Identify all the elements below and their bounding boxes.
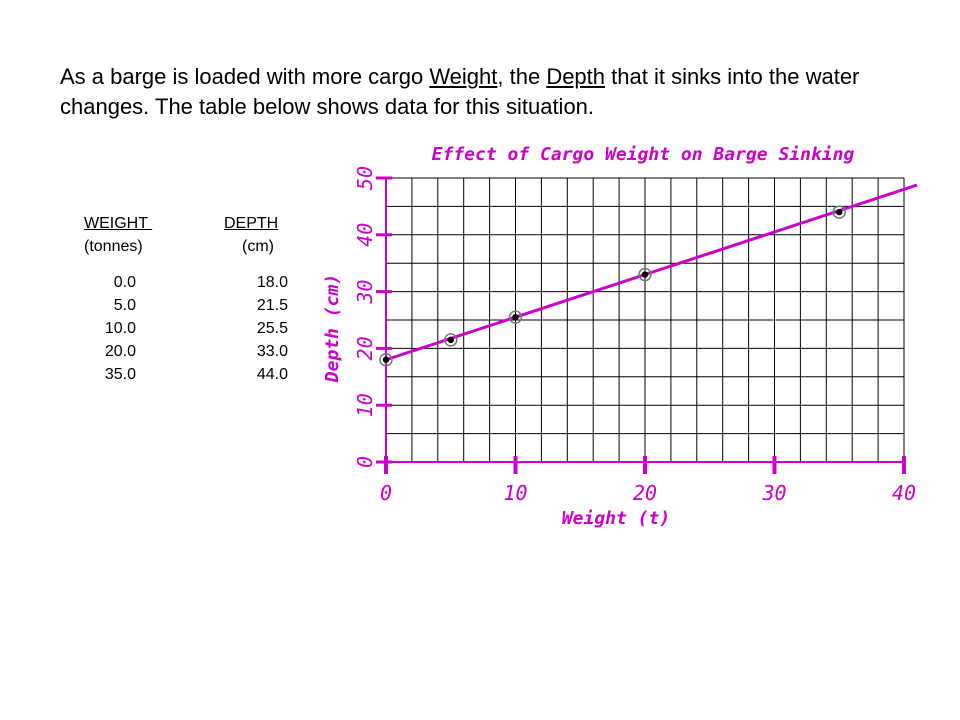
intro-part3: that it sinks into the water changes. Th… [60, 64, 860, 119]
chart-title: Effect of Cargo Weight on Barge Sinking [432, 144, 855, 165]
weight-unit: (tonnes) [84, 238, 143, 255]
points-layer [379, 205, 846, 367]
data-point-ring [638, 267, 652, 282]
intro-text: As a barge is loaded with more cargo Wei… [60, 62, 920, 122]
tick-labels: 0 10 20 30 40 0 10 20 30 40 50 [353, 166, 916, 505]
depth-cell: 25.5 [256, 320, 288, 337]
weight-header: WEIGHT [84, 215, 153, 232]
data-point-ring [379, 353, 393, 367]
data-point-ring [508, 310, 523, 324]
intro-depth-word: Depth [546, 64, 606, 89]
intro-part2: , the [497, 64, 547, 89]
depth-column: DEPTH (cm) 18.0 21.5 25.5 33.0 44.0 [224, 212, 304, 386]
depth-cell: 21.5 [256, 297, 288, 314]
y-tick-label: 40 [353, 223, 377, 247]
weight-cell: 5.0 [113, 297, 136, 314]
y-axis-label: Depth (cm) [322, 274, 343, 383]
x-tick-label: 0 [380, 481, 392, 505]
intro-weight-word: Weight [429, 64, 498, 89]
depth-cell: 44.0 [256, 366, 288, 383]
depth-cell: 18.0 [256, 274, 288, 291]
axes [376, 176, 906, 474]
x-tick-label: 30 [761, 481, 786, 505]
trendline-layer [385, 183, 918, 362]
depth-unit: (cm) [242, 238, 274, 255]
trendline [385, 183, 918, 362]
y-tick-label: 0 [353, 456, 377, 468]
grid [385, 177, 905, 463]
x-tick-label: 40 [892, 481, 916, 505]
weight-cell: 35.0 [104, 366, 136, 383]
y-tick-label: 20 [353, 336, 377, 360]
data-point-ring [444, 333, 458, 347]
weight-cell: 10.0 [104, 320, 136, 337]
weight-cell: 0.0 [113, 274, 136, 291]
depth-cell: 33.0 [256, 343, 288, 360]
intro-part1: As a barge is loaded with more cargo [60, 64, 430, 89]
data-point [382, 356, 390, 363]
data-point [447, 336, 454, 344]
data-point [641, 271, 649, 278]
weight-column: WEIGHT (tonnes) 0.0 5.0 10.0 20.0 35.0 [84, 212, 184, 386]
data-point-ring [832, 205, 846, 219]
depth-header: DEPTH [224, 215, 279, 232]
x-tick-label: 20 [633, 481, 657, 505]
x-axis-label: Weight (t) [562, 508, 670, 529]
y-tick-label: 50 [353, 166, 377, 190]
y-tick-label: 30 [353, 280, 377, 305]
data-point [512, 313, 519, 321]
x-tick-label: 10 [503, 481, 527, 505]
y-tick-label: 10 [353, 393, 377, 417]
data-point [836, 208, 843, 216]
weight-cell: 20.0 [104, 343, 136, 360]
